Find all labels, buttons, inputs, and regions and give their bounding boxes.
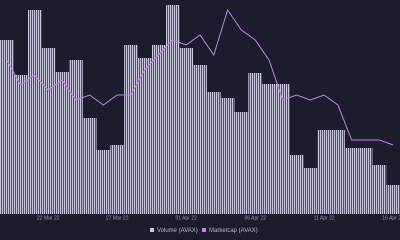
bar: [344, 148, 359, 214]
bar: [289, 155, 304, 214]
x-tick-label: 06 Apr 22: [244, 215, 266, 221]
bar: [248, 73, 263, 214]
bar: [13, 75, 28, 214]
bar: [220, 98, 235, 214]
bar: [137, 58, 152, 214]
x-tick-label: 01 Apr 22: [176, 215, 198, 221]
bar: [82, 118, 97, 214]
bar: [0, 40, 14, 214]
bar: [234, 112, 249, 214]
bar: [193, 65, 207, 214]
legend: Volume (AVAX) Marketcap (AVAX): [150, 228, 258, 234]
bar: [110, 145, 125, 214]
bar: [165, 5, 180, 214]
bar: [55, 72, 69, 214]
x-tick-label: 16 Apr 22: [382, 215, 400, 221]
x-tick-label: 27 Mar 22: [106, 215, 129, 221]
bar: [372, 165, 387, 214]
legend-label: Marketcap (AVAX): [209, 228, 258, 234]
legend-swatch: [202, 228, 206, 232]
bar: [179, 48, 194, 214]
bar: [96, 150, 111, 214]
bar: [206, 92, 221, 214]
legend-label: Volume (AVAX): [157, 228, 198, 234]
bar: [124, 45, 138, 214]
bar: [68, 60, 83, 214]
bar: [27, 10, 42, 214]
bar: [331, 130, 345, 214]
x-tick-label: 11 Apr 22: [314, 215, 335, 221]
bar: [303, 168, 318, 214]
bar: [386, 185, 400, 214]
bar: [358, 148, 373, 214]
line: [6, 8, 394, 146]
bar: [41, 48, 56, 214]
bar: [151, 45, 166, 214]
legend-swatch: [150, 228, 154, 232]
bar: [275, 84, 290, 214]
bar: [317, 130, 332, 214]
x-tick-label: 22 Mar 22: [37, 215, 60, 221]
bar: [262, 84, 276, 214]
